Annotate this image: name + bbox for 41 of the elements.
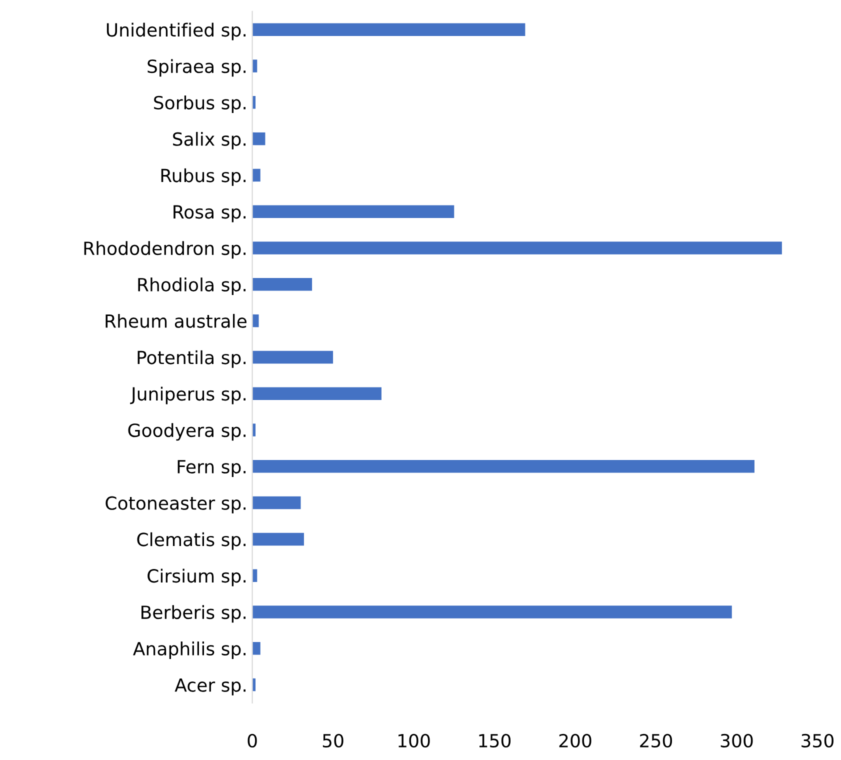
x-tick-label: 350 <box>802 734 834 748</box>
bar <box>252 350 334 364</box>
y-tick-label: Goodyera sp. <box>128 423 246 441</box>
y-tick-label: Juniperus sp. <box>130 386 246 404</box>
bar <box>252 314 259 328</box>
bar <box>252 242 782 254</box>
bar <box>252 132 266 146</box>
y-tick-label: Spiraea sp. <box>148 59 246 77</box>
bar <box>252 387 382 400</box>
bar <box>252 460 754 473</box>
y-tick-label: Cotoneaster sp. <box>106 496 246 514</box>
y-tick-label: Acer sp. <box>174 678 246 696</box>
y-tick-label: Fern sp. <box>178 460 246 478</box>
bar <box>252 642 260 655</box>
x-tick-label: 100 <box>398 734 430 748</box>
y-tick-label: Berberis sp. <box>142 605 246 623</box>
bar <box>252 23 526 36</box>
x-tick-label: 150 <box>479 734 511 748</box>
y-tick-label: Anaphilis sp. <box>133 642 246 660</box>
bar <box>252 496 301 510</box>
x-tick-label: 50 <box>322 734 344 748</box>
y-tick-label: Rubus sp. <box>161 168 246 186</box>
bar <box>252 606 732 618</box>
bar <box>252 205 454 218</box>
bar <box>252 168 260 182</box>
x-tick-label: 300 <box>720 734 753 748</box>
x-tick-label: 200 <box>559 734 592 748</box>
y-tick-label: Rhodiola sp. <box>138 278 246 296</box>
bar <box>252 278 312 291</box>
x-tick-label: 0 <box>248 734 257 748</box>
y-tick-label: Cirsium sp. <box>148 568 246 586</box>
y-tick-label: Salix sp. <box>173 132 246 150</box>
x-tick-label: 250 <box>640 734 672 748</box>
y-tick-label: Rhododendron sp. <box>84 241 246 259</box>
bar <box>252 532 304 546</box>
y-tick-label: Rosa sp. <box>174 205 246 222</box>
y-tick-label: Unidentified sp. <box>106 22 246 40</box>
y-tick-label: Potentila sp. <box>138 350 246 368</box>
y-tick-label: Rheum australe <box>106 314 246 328</box>
y-tick-label: Sorbus sp. <box>154 96 246 114</box>
y-tick-label: Clematis sp. <box>137 532 246 550</box>
